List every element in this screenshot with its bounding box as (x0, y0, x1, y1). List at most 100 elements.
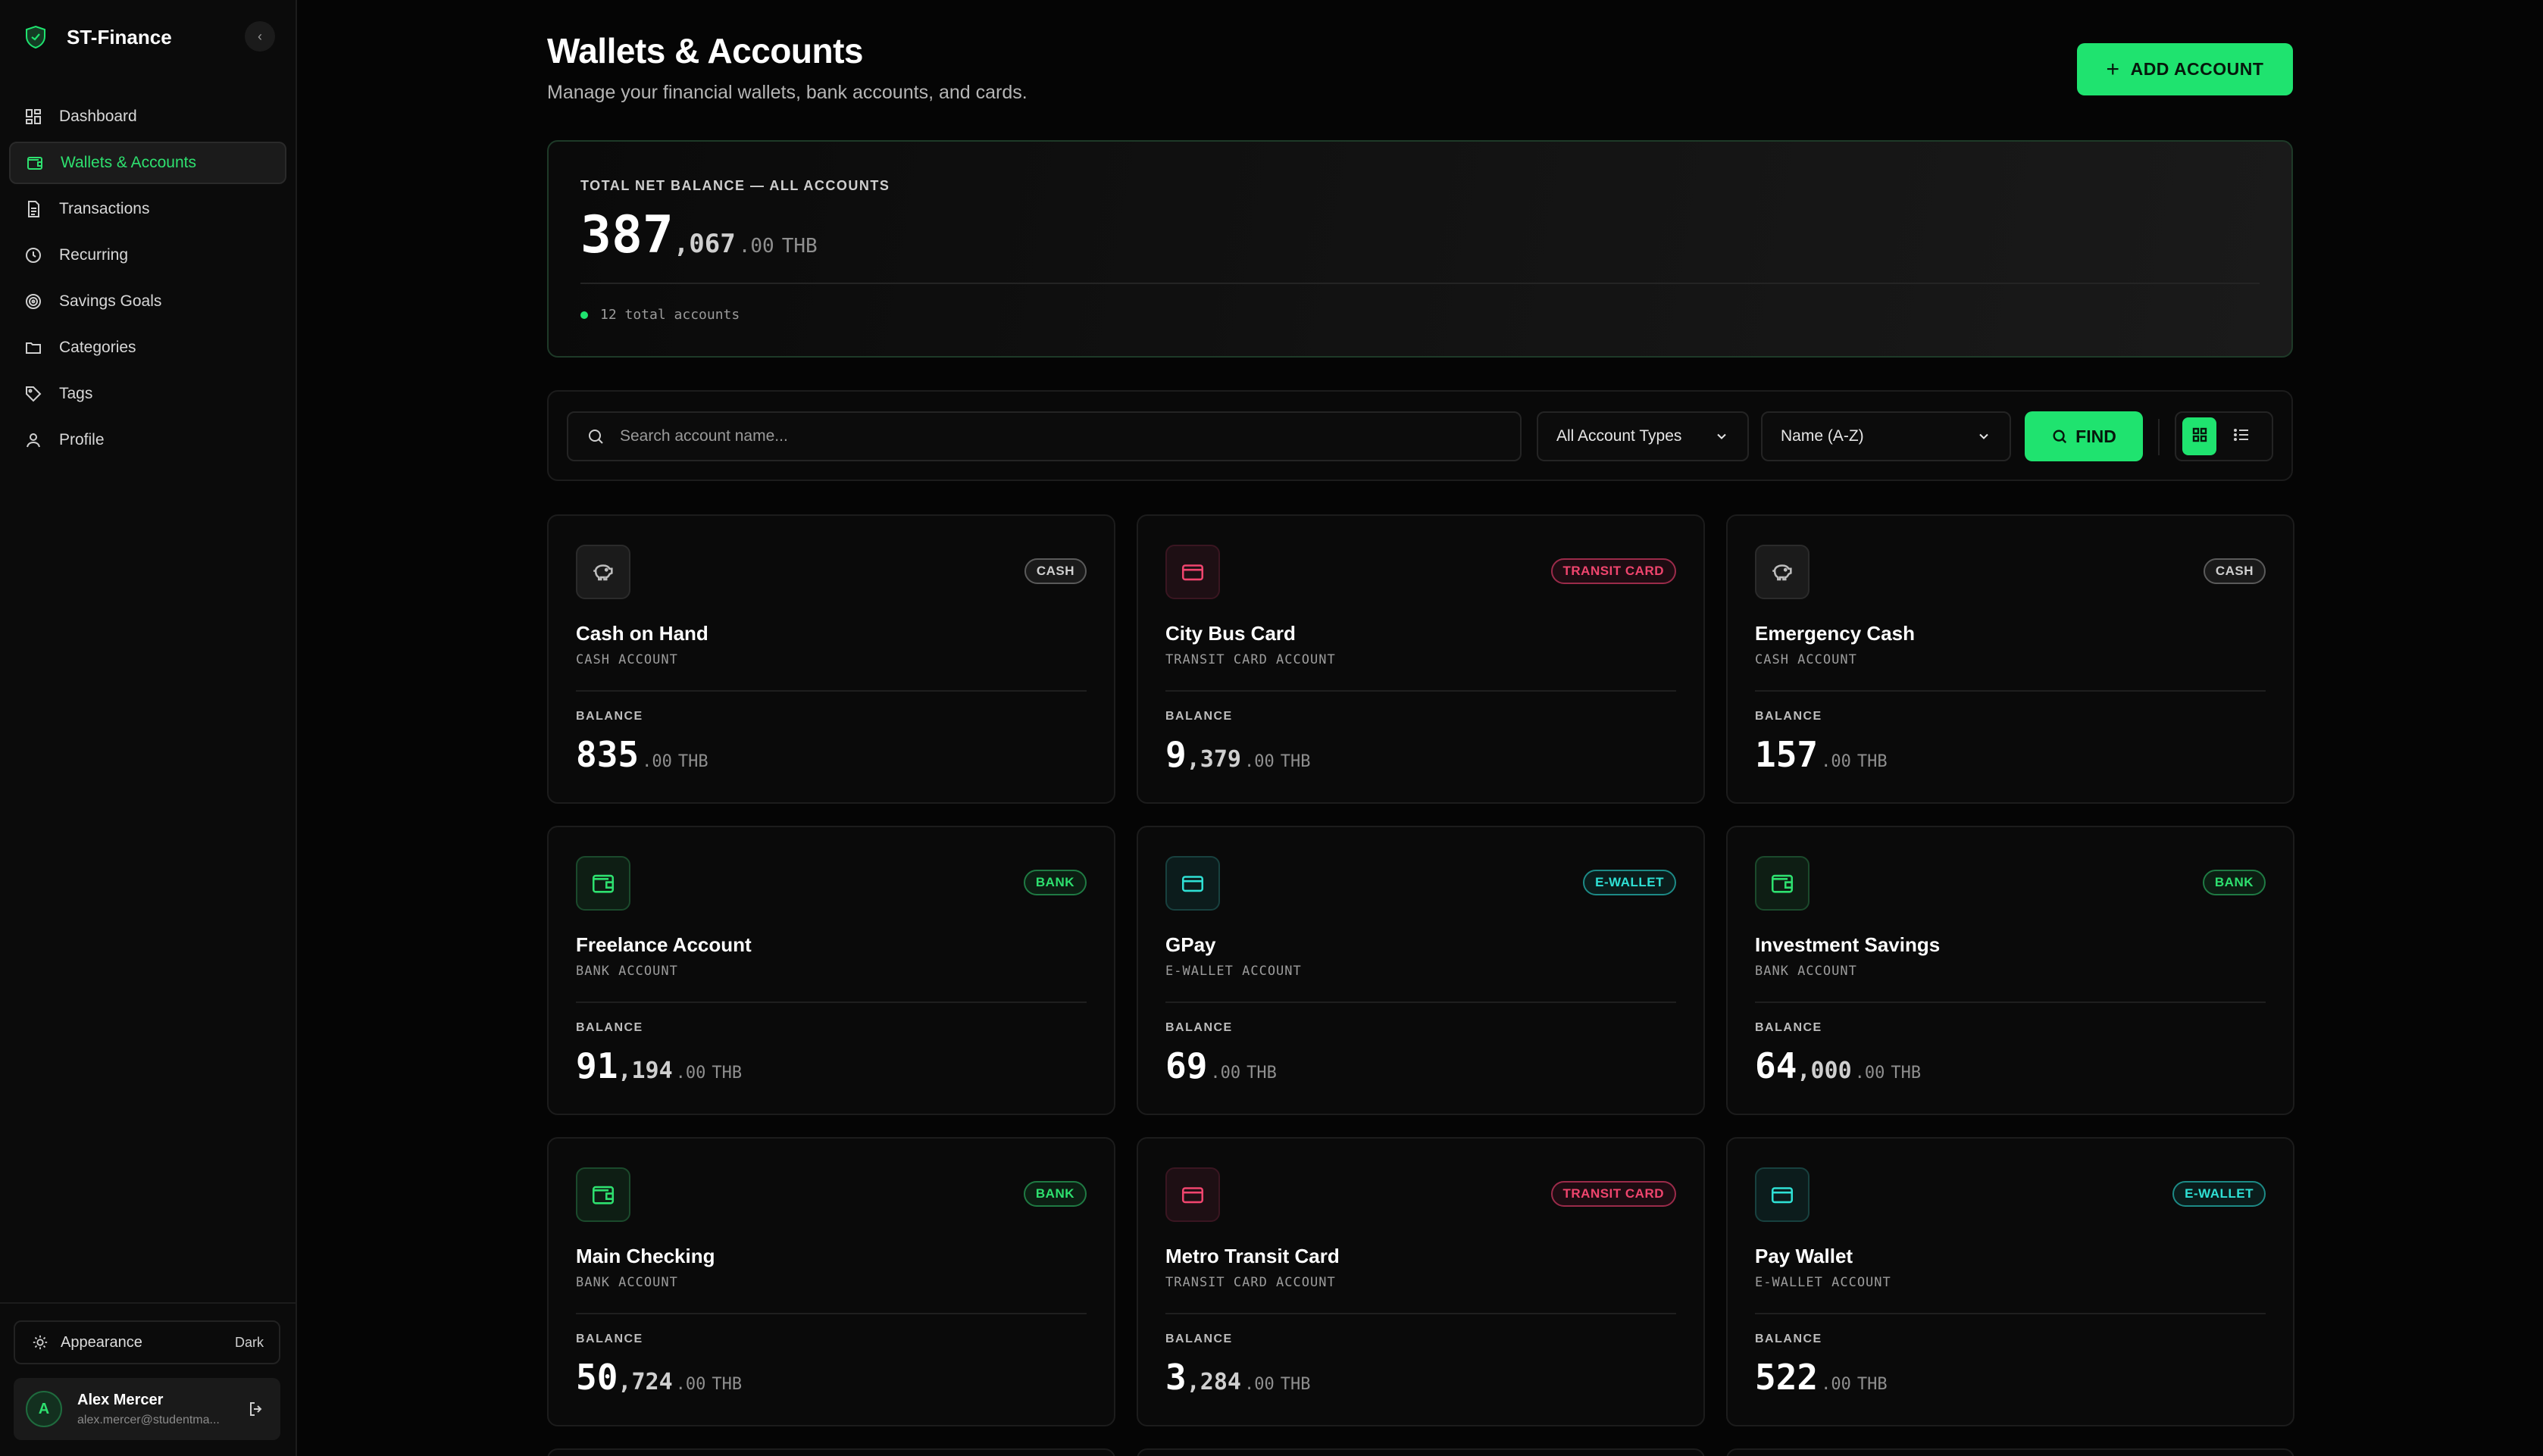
balance-currency: THB (1280, 752, 1311, 771)
balance-mid: ,724 (618, 1369, 673, 1395)
balance-dec: .00 (1243, 752, 1275, 771)
account-card[interactable]: BANK Main Checking BANK ACCOUNT BALANCE … (547, 1137, 1115, 1426)
balance-label: BALANCE (1755, 1333, 1822, 1345)
account-card[interactable]: E-WALLET Pay Wallet E-WALLET ACCOUNT BAL… (1726, 1137, 2294, 1426)
credit-card-icon (1165, 545, 1220, 599)
balance-currency: THB (1246, 1064, 1277, 1083)
account-count: 12 total accounts (580, 307, 740, 323)
account-subtype: CASH ACCOUNT (576, 652, 678, 667)
sidebar-item-categories[interactable]: Categories (9, 327, 286, 369)
balance-dec: .00 (1210, 1064, 1241, 1083)
account-type-badge: CASH (1024, 558, 1087, 584)
appearance-toggle[interactable]: Appearance Dark (14, 1320, 280, 1364)
balance-currency: THB (712, 1064, 743, 1083)
appearance-value: Dark (234, 1334, 264, 1350)
account-balance: 9,379.00 THB (1165, 734, 1310, 775)
balance-dec: .00 (1821, 752, 1851, 771)
account-name: Investment Savings (1755, 933, 1941, 956)
sidebar-item-label: Categories (59, 339, 136, 356)
total-balance-currency: THB (781, 235, 818, 258)
account-card[interactable]: BANK Freelance Account BANK ACCOUNT BALA… (547, 826, 1115, 1115)
user-info: Alex Mercer alex.mercer@studentma... (77, 1392, 221, 1427)
sidebar-item-tags[interactable]: Tags (9, 373, 286, 415)
account-balance: 91,194.00 THB (576, 1045, 742, 1086)
chevron-down-icon (1976, 429, 1991, 444)
account-name: GPay (1165, 933, 1216, 956)
sidebar-item-wallets[interactable]: Wallets & Accounts (9, 142, 286, 184)
account-card[interactable]: E-WALLET GPay E-WALLET ACCOUNT BALANCE 6… (1137, 826, 1705, 1115)
account-name: Emergency Cash (1755, 622, 1915, 645)
app-name: ST-Finance (67, 25, 172, 48)
account-type-select[interactable]: All Account Types (1537, 411, 1749, 461)
shield-logo-icon (21, 23, 50, 52)
account-card[interactable]: CASH Emergency Cash CASH ACCOUNT BALANCE… (1726, 514, 2294, 804)
account-card[interactable]: CASH Cash on Hand CASH ACCOUNT BALANCE 8… (547, 514, 1115, 804)
list-icon (2232, 426, 2251, 448)
sort-select[interactable]: Name (A-Z) (1761, 411, 2011, 461)
balance-dec: .00 (675, 1064, 706, 1083)
sidebar-item-dashboard[interactable]: Dashboard (9, 95, 286, 138)
add-account-button[interactable]: + ADD ACCOUNT (2077, 43, 2293, 95)
divider (580, 283, 2260, 284)
total-balance-label: TOTAL NET BALANCE — ALL ACCOUNTS (580, 178, 890, 193)
balance-currency: THB (1280, 1375, 1311, 1394)
account-name: City Bus Card (1165, 622, 1296, 645)
account-card-partial[interactable] (1726, 1448, 2294, 1456)
list-view-button[interactable] (2224, 417, 2258, 455)
piggy-bank-icon (576, 545, 630, 599)
account-type-badge: E-WALLET (1583, 870, 1676, 895)
divider (1165, 1313, 1676, 1314)
dashboard-icon (23, 106, 44, 127)
credit-card-icon (1755, 1167, 1810, 1222)
document-icon (23, 198, 44, 220)
account-card-partial[interactable] (1137, 1448, 1705, 1456)
divider (576, 1313, 1087, 1314)
divider (1165, 690, 1676, 692)
sidebar-item-label: Tags (59, 385, 93, 402)
target-icon (23, 291, 44, 312)
account-card[interactable]: TRANSIT CARD City Bus Card TRANSIT CARD … (1137, 514, 1705, 804)
total-balance-dec: .00 (738, 235, 774, 258)
divider (1755, 1313, 2266, 1314)
add-account-label: ADD ACCOUNT (2130, 59, 2264, 79)
sun-icon (30, 1333, 50, 1352)
tag-icon (23, 383, 44, 405)
balance-int: 835 (576, 734, 640, 775)
grid-view-button[interactable] (2182, 417, 2216, 455)
account-balance: 3,284.00 THB (1165, 1357, 1310, 1398)
wallet-icon (1755, 856, 1810, 911)
sidebar-item-profile[interactable]: Profile (9, 419, 286, 461)
account-name: Pay Wallet (1755, 1245, 1853, 1267)
divider (2158, 419, 2160, 455)
balance-int: 91 (576, 1045, 618, 1086)
account-balance: 835.00 THB (576, 734, 708, 775)
account-name: Metro Transit Card (1165, 1245, 1340, 1267)
account-card-partial[interactable] (547, 1448, 1115, 1456)
user-icon (23, 430, 44, 451)
divider (576, 1001, 1087, 1003)
find-label: FIND (2075, 426, 2116, 446)
logout-icon[interactable] (244, 1397, 268, 1421)
balance-mid: ,000 (1797, 1058, 1852, 1084)
brand[interactable]: ST-Finance (21, 20, 172, 55)
piggy-bank-icon (1755, 545, 1810, 599)
total-balance-mid: ,067 (673, 229, 736, 259)
balance-dec: .00 (675, 1375, 706, 1394)
search-input[interactable] (620, 427, 1491, 445)
balance-mid: ,194 (618, 1058, 673, 1084)
sidebar-item-transactions[interactable]: Transactions (9, 188, 286, 230)
search-box[interactable] (567, 411, 1522, 461)
balance-dec: .00 (1854, 1064, 1885, 1083)
sidebar-item-recurring[interactable]: Recurring (9, 234, 286, 277)
sidebar-item-savings-goals[interactable]: Savings Goals (9, 280, 286, 323)
account-balance: 69.00 THB (1165, 1045, 1277, 1086)
account-card[interactable]: BANK Investment Savings BANK ACCOUNT BAL… (1726, 826, 2294, 1115)
collapse-sidebar-button[interactable]: ‹ (245, 21, 275, 52)
account-card[interactable]: TRANSIT CARD Metro Transit Card TRANSIT … (1137, 1137, 1705, 1426)
find-button[interactable]: FIND (2025, 411, 2143, 461)
balance-int: 157 (1755, 734, 1819, 775)
balance-label: BALANCE (1755, 710, 1822, 723)
account-type-badge: TRANSIT CARD (1550, 1181, 1676, 1207)
folder-icon (23, 337, 44, 358)
user-card[interactable]: A Alex Mercer alex.mercer@studentma... (14, 1378, 280, 1440)
